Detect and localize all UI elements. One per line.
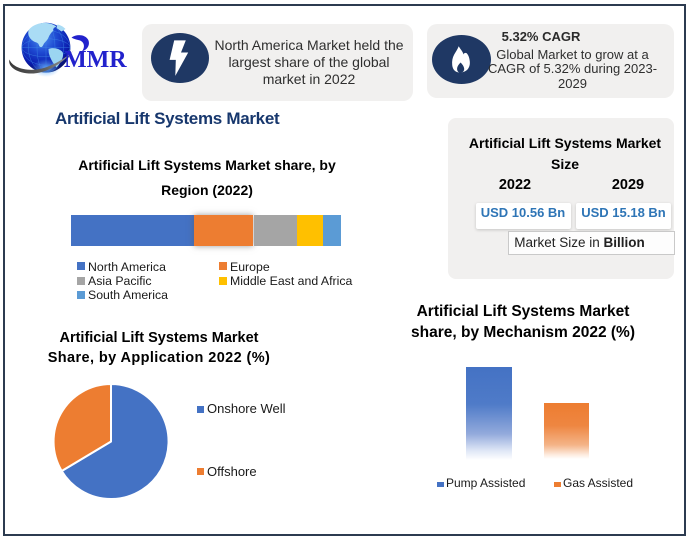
svg-text:MMR: MMR [64, 47, 127, 73]
